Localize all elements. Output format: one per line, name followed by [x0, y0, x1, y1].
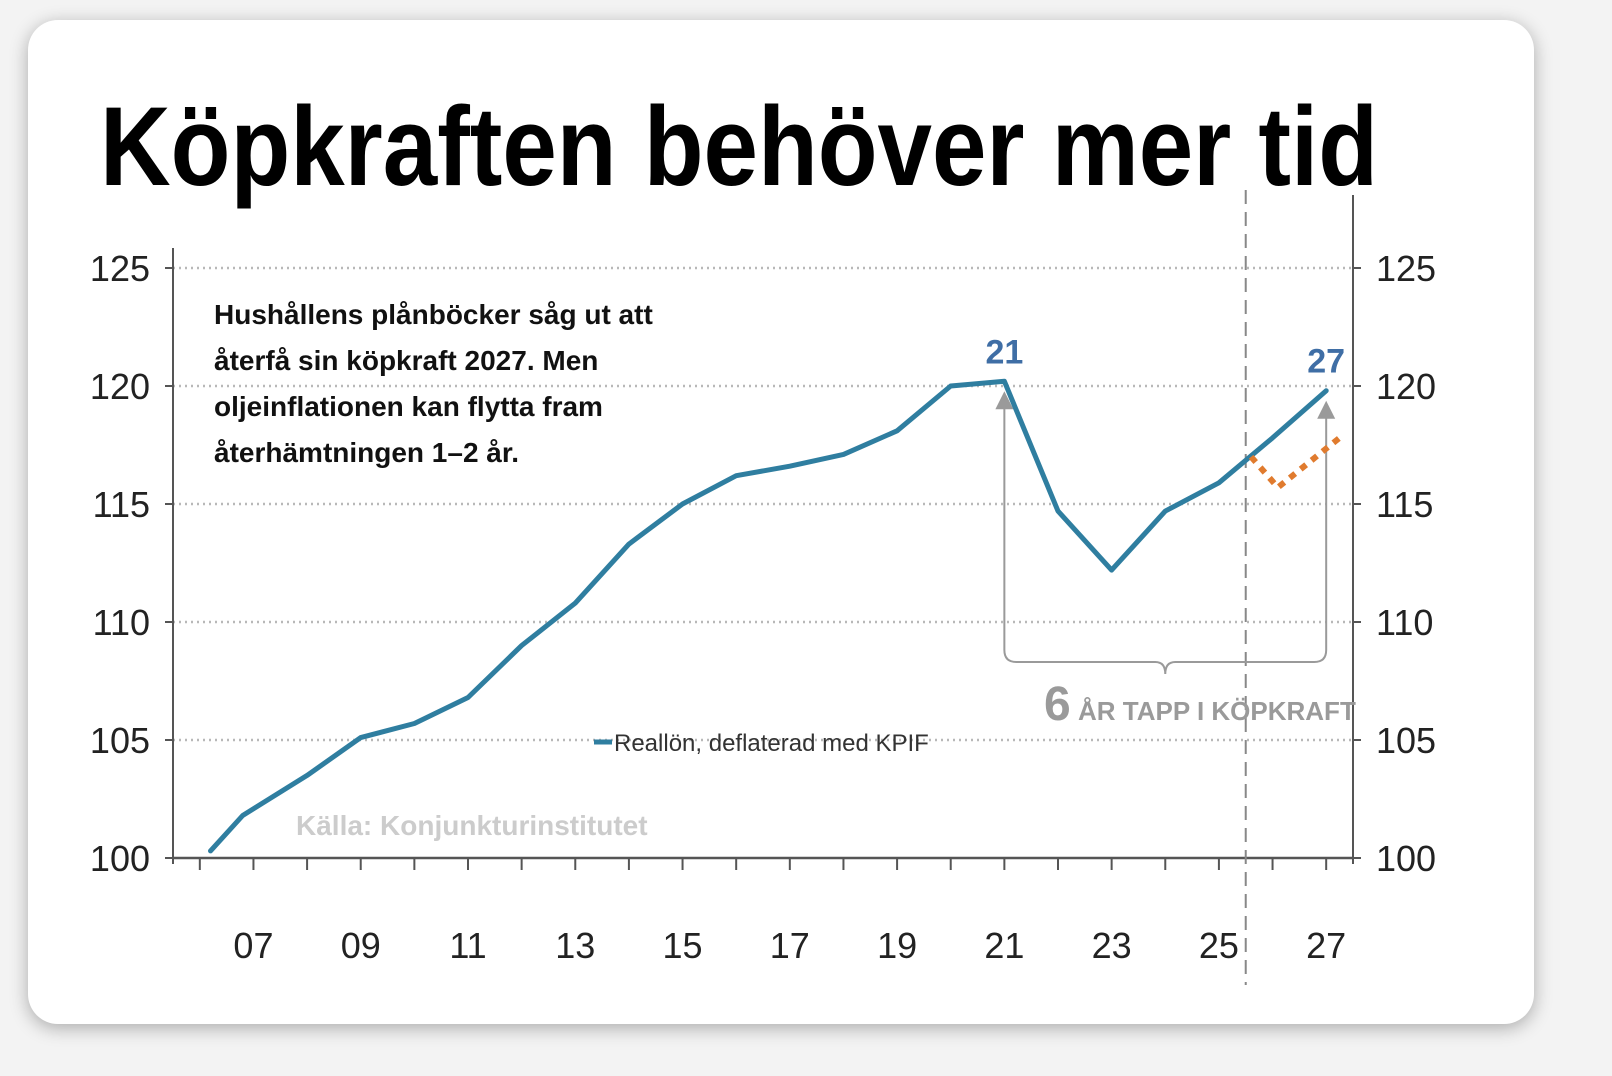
annotation-line-4: återhämtningen 1–2 år.: [214, 437, 519, 468]
ytick-label-left-115: 115: [93, 484, 150, 525]
ytick-label-left-100: 100: [90, 838, 150, 879]
marker-label-27: 27: [1307, 343, 1345, 381]
headline: Köpkraften behöver mer tid: [100, 84, 1378, 209]
ytick-label-right-120: 120: [1376, 366, 1436, 407]
arrowhead-27: [1317, 400, 1336, 419]
xtick-label-23: 23: [1092, 925, 1132, 966]
xtick-label-21: 21: [984, 925, 1024, 966]
xtick-label-27: 27: [1306, 925, 1346, 966]
ytick-label-right-115: 115: [1376, 484, 1433, 525]
xtick-label-11: 11: [449, 925, 486, 966]
series-lines: [208, 378, 1345, 854]
x-tick-labels: 07 09 11 13 15 17 19 21 23 25 27: [233, 925, 1346, 966]
marker-label-21: 21: [985, 333, 1023, 371]
xtick-label-07: 07: [233, 925, 273, 966]
xtick-label-25: 25: [1199, 925, 1239, 966]
span-text: ÅR TAPP I KÖPKRAFT: [1078, 696, 1356, 726]
ytick-label-left-105: 105: [90, 720, 150, 761]
ytick-label-right-100: 100: [1376, 838, 1436, 879]
ytick-label-left-125: 125: [90, 248, 150, 289]
chart-card: Köpkraften behöver mer tid 100 100 105 105 1…: [28, 20, 1534, 1024]
xtick-label-17: 17: [770, 925, 810, 966]
series-line-reallon: [208, 378, 1329, 854]
xtick-label-19: 19: [877, 925, 917, 966]
annotation-line-2: återfå sin köpkraft 2027. Men: [214, 345, 598, 376]
gridlines: [173, 266, 1353, 742]
legend-label: Reallön, deflaterad med KPIF: [614, 730, 929, 757]
legend: Reallön, deflaterad med KPIF: [594, 730, 929, 757]
ytick-label-right-105: 105: [1376, 720, 1436, 761]
axes: [165, 190, 1361, 985]
source-note: Källa: Konjunkturinstitutet: [296, 810, 648, 841]
annotation-line-3: oljeinflationen kan flytta fram: [214, 391, 603, 422]
arrowhead-21: [995, 391, 1014, 410]
year-markers: 21 27: [985, 333, 1345, 380]
annotation-line-1: Hushållens plånböcker såg ut att: [214, 299, 653, 330]
y-tick-labels: 100 100 105 105 110 110 115 115 120 120 125 125: [90, 248, 1436, 879]
span-label: 6 ÅR TAPP I KÖPKRAFT: [1044, 678, 1356, 731]
ytick-label-left-120: 120: [90, 366, 150, 407]
span-bracket: [1003, 407, 1328, 675]
xtick-label-15: 15: [663, 925, 703, 966]
span-number: 6: [1044, 678, 1071, 731]
ytick-label-left-110: 110: [93, 602, 150, 643]
ytick-label-right-110: 110: [1376, 602, 1433, 643]
xtick-label-09: 09: [341, 925, 381, 966]
xtick-label-13: 13: [555, 925, 595, 966]
loss-bracket: [995, 391, 1336, 675]
ytick-label-right-125: 125: [1376, 248, 1436, 289]
annotation: Hushållens plånböcker såg ut att återfå …: [214, 299, 653, 468]
